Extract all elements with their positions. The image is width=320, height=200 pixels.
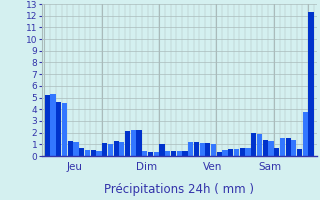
Bar — [297, 149, 302, 156]
Bar — [171, 151, 176, 156]
Bar — [131, 130, 136, 156]
Bar — [125, 131, 130, 156]
Bar — [205, 143, 211, 156]
Bar — [280, 138, 285, 156]
Bar — [119, 142, 124, 156]
Bar — [291, 140, 296, 156]
Text: Dim: Dim — [136, 162, 157, 172]
Bar — [165, 151, 170, 156]
Bar — [257, 134, 262, 156]
Bar — [268, 141, 274, 156]
Bar — [45, 95, 50, 156]
Text: Précipitations 24h ( mm ): Précipitations 24h ( mm ) — [104, 183, 254, 196]
Bar — [251, 133, 256, 156]
Bar — [85, 150, 90, 156]
Bar — [308, 12, 314, 156]
Bar — [274, 148, 279, 156]
Bar — [211, 144, 216, 156]
Bar — [142, 151, 148, 156]
Bar — [56, 102, 61, 156]
Bar — [51, 94, 56, 156]
Bar — [62, 103, 67, 156]
Bar — [177, 151, 182, 156]
Text: Sam: Sam — [259, 162, 282, 172]
Bar — [234, 149, 239, 156]
Bar — [91, 150, 96, 156]
Bar — [73, 142, 79, 156]
Bar — [228, 149, 233, 156]
Text: Jeu: Jeu — [67, 162, 83, 172]
Bar — [245, 148, 251, 156]
Bar — [200, 143, 205, 156]
Bar — [217, 152, 222, 156]
Bar — [96, 151, 101, 156]
Bar — [102, 143, 107, 156]
Bar — [182, 151, 188, 156]
Bar — [159, 144, 164, 156]
Bar — [68, 141, 73, 156]
Bar — [108, 144, 113, 156]
Bar — [114, 141, 119, 156]
Bar — [303, 112, 308, 156]
Bar — [148, 152, 153, 156]
Bar — [154, 152, 159, 156]
Bar — [240, 148, 245, 156]
Bar — [137, 130, 142, 156]
Bar — [285, 138, 291, 156]
Bar — [188, 142, 193, 156]
Bar — [194, 142, 199, 156]
Bar — [263, 140, 268, 156]
Bar — [222, 150, 228, 156]
Text: Ven: Ven — [203, 162, 222, 172]
Bar — [79, 148, 84, 156]
